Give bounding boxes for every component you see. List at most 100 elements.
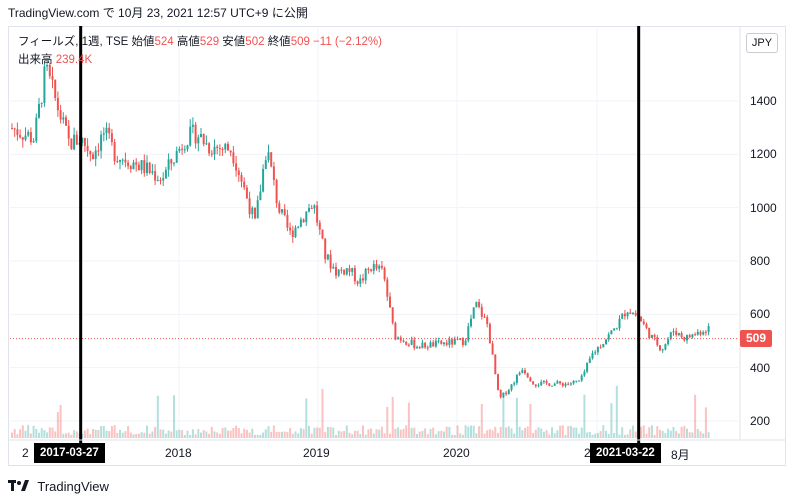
volume-bar (653, 434, 656, 438)
candle-body (245, 187, 248, 199)
candle-body (618, 318, 621, 329)
candle-body (362, 278, 364, 281)
volume-bar (661, 430, 664, 438)
candle-body (394, 322, 397, 340)
candle-body (364, 268, 367, 281)
candle-body (318, 222, 321, 230)
volume-bar (696, 429, 699, 438)
candle-body (281, 209, 283, 213)
candle-body (375, 264, 378, 269)
volume-bar (621, 427, 624, 438)
candle-body (451, 339, 454, 345)
volume-bar (326, 427, 329, 438)
currency-button[interactable]: JPY (746, 33, 778, 53)
volume-bar (510, 428, 513, 438)
candle-body (56, 97, 59, 111)
volume-bar (418, 431, 421, 438)
volume-bar (359, 434, 362, 438)
volume-bar (256, 434, 259, 438)
volume-bar (421, 430, 424, 438)
chart-frame[interactable] (8, 26, 786, 466)
volume-bar (32, 425, 35, 438)
candle-body (529, 377, 532, 382)
volume-bar (164, 433, 167, 438)
volume-bar (332, 427, 335, 438)
candle-body (380, 265, 383, 268)
volume-bar (100, 426, 103, 438)
candle-body (65, 117, 67, 126)
volume-bar (278, 431, 281, 438)
open-value: 524 (154, 36, 174, 48)
volume-bar (132, 434, 135, 438)
volume-bar (467, 426, 470, 438)
candle-body (621, 313, 624, 319)
candle-body (262, 168, 265, 192)
volume-bar (178, 429, 181, 438)
volume-bar (545, 430, 548, 438)
volume-bar (335, 434, 337, 438)
candle-body (167, 159, 170, 170)
volume-bar (43, 430, 46, 438)
candle-body (170, 159, 173, 164)
candle-body (578, 380, 580, 382)
volume-bar (524, 427, 526, 438)
volume-bar (337, 430, 340, 438)
volume-bar (602, 425, 605, 438)
candle-body (21, 137, 24, 140)
candle-body (407, 344, 410, 346)
candle-body (297, 226, 300, 228)
symbol-label[interactable]: フィールズ, 1週, TSE (18, 36, 129, 48)
candle-body (278, 203, 281, 213)
candle-body (405, 341, 408, 345)
volume-bar (572, 427, 575, 438)
x-tick-label: 2019 (303, 446, 330, 460)
volume-bar (410, 427, 413, 438)
candle-body (329, 254, 332, 269)
volume-bar (86, 428, 89, 438)
volume-bar (567, 426, 570, 438)
volume-bar (151, 431, 154, 438)
candle-body (40, 102, 43, 104)
volume-bar (664, 433, 667, 438)
volume-bar (372, 433, 375, 438)
volume-bar (596, 433, 599, 438)
volume-bar (83, 430, 86, 438)
candle-body (642, 321, 645, 325)
volume-bar (272, 425, 275, 438)
volume-bar (173, 395, 175, 438)
volume-bar (623, 434, 626, 438)
y-tick-label: 200 (750, 414, 771, 428)
candle-body (119, 159, 121, 162)
volume-bar (329, 426, 332, 438)
volume-bar (113, 425, 116, 438)
candle-body (443, 342, 445, 344)
volume-bar (275, 432, 278, 438)
candle-body (513, 383, 516, 385)
candle-body (243, 181, 246, 188)
candle-body (397, 337, 400, 340)
volume-bar (89, 434, 92, 438)
volume-bar (583, 394, 586, 438)
volume-bar (21, 425, 24, 438)
volume-bar (483, 433, 486, 438)
brand-footer[interactable]: TradingView (8, 478, 109, 497)
volume-bar (229, 430, 232, 438)
volume-bar (27, 425, 30, 438)
candle-body (35, 117, 38, 142)
candle-body (89, 151, 92, 155)
volume-bar (356, 430, 359, 438)
candle-body (308, 208, 310, 212)
volume-bar (656, 426, 659, 438)
candle-body (97, 150, 100, 152)
volume-bar (235, 425, 238, 438)
volume-bar (618, 434, 621, 438)
volume-bar (529, 404, 532, 438)
low-label: 安値 (222, 36, 246, 48)
candle-body (537, 385, 540, 387)
volume-bar (515, 397, 518, 438)
candle-body (389, 296, 391, 308)
volume-bar (456, 425, 459, 438)
volume-bar (640, 426, 643, 438)
candle-body (221, 148, 224, 150)
